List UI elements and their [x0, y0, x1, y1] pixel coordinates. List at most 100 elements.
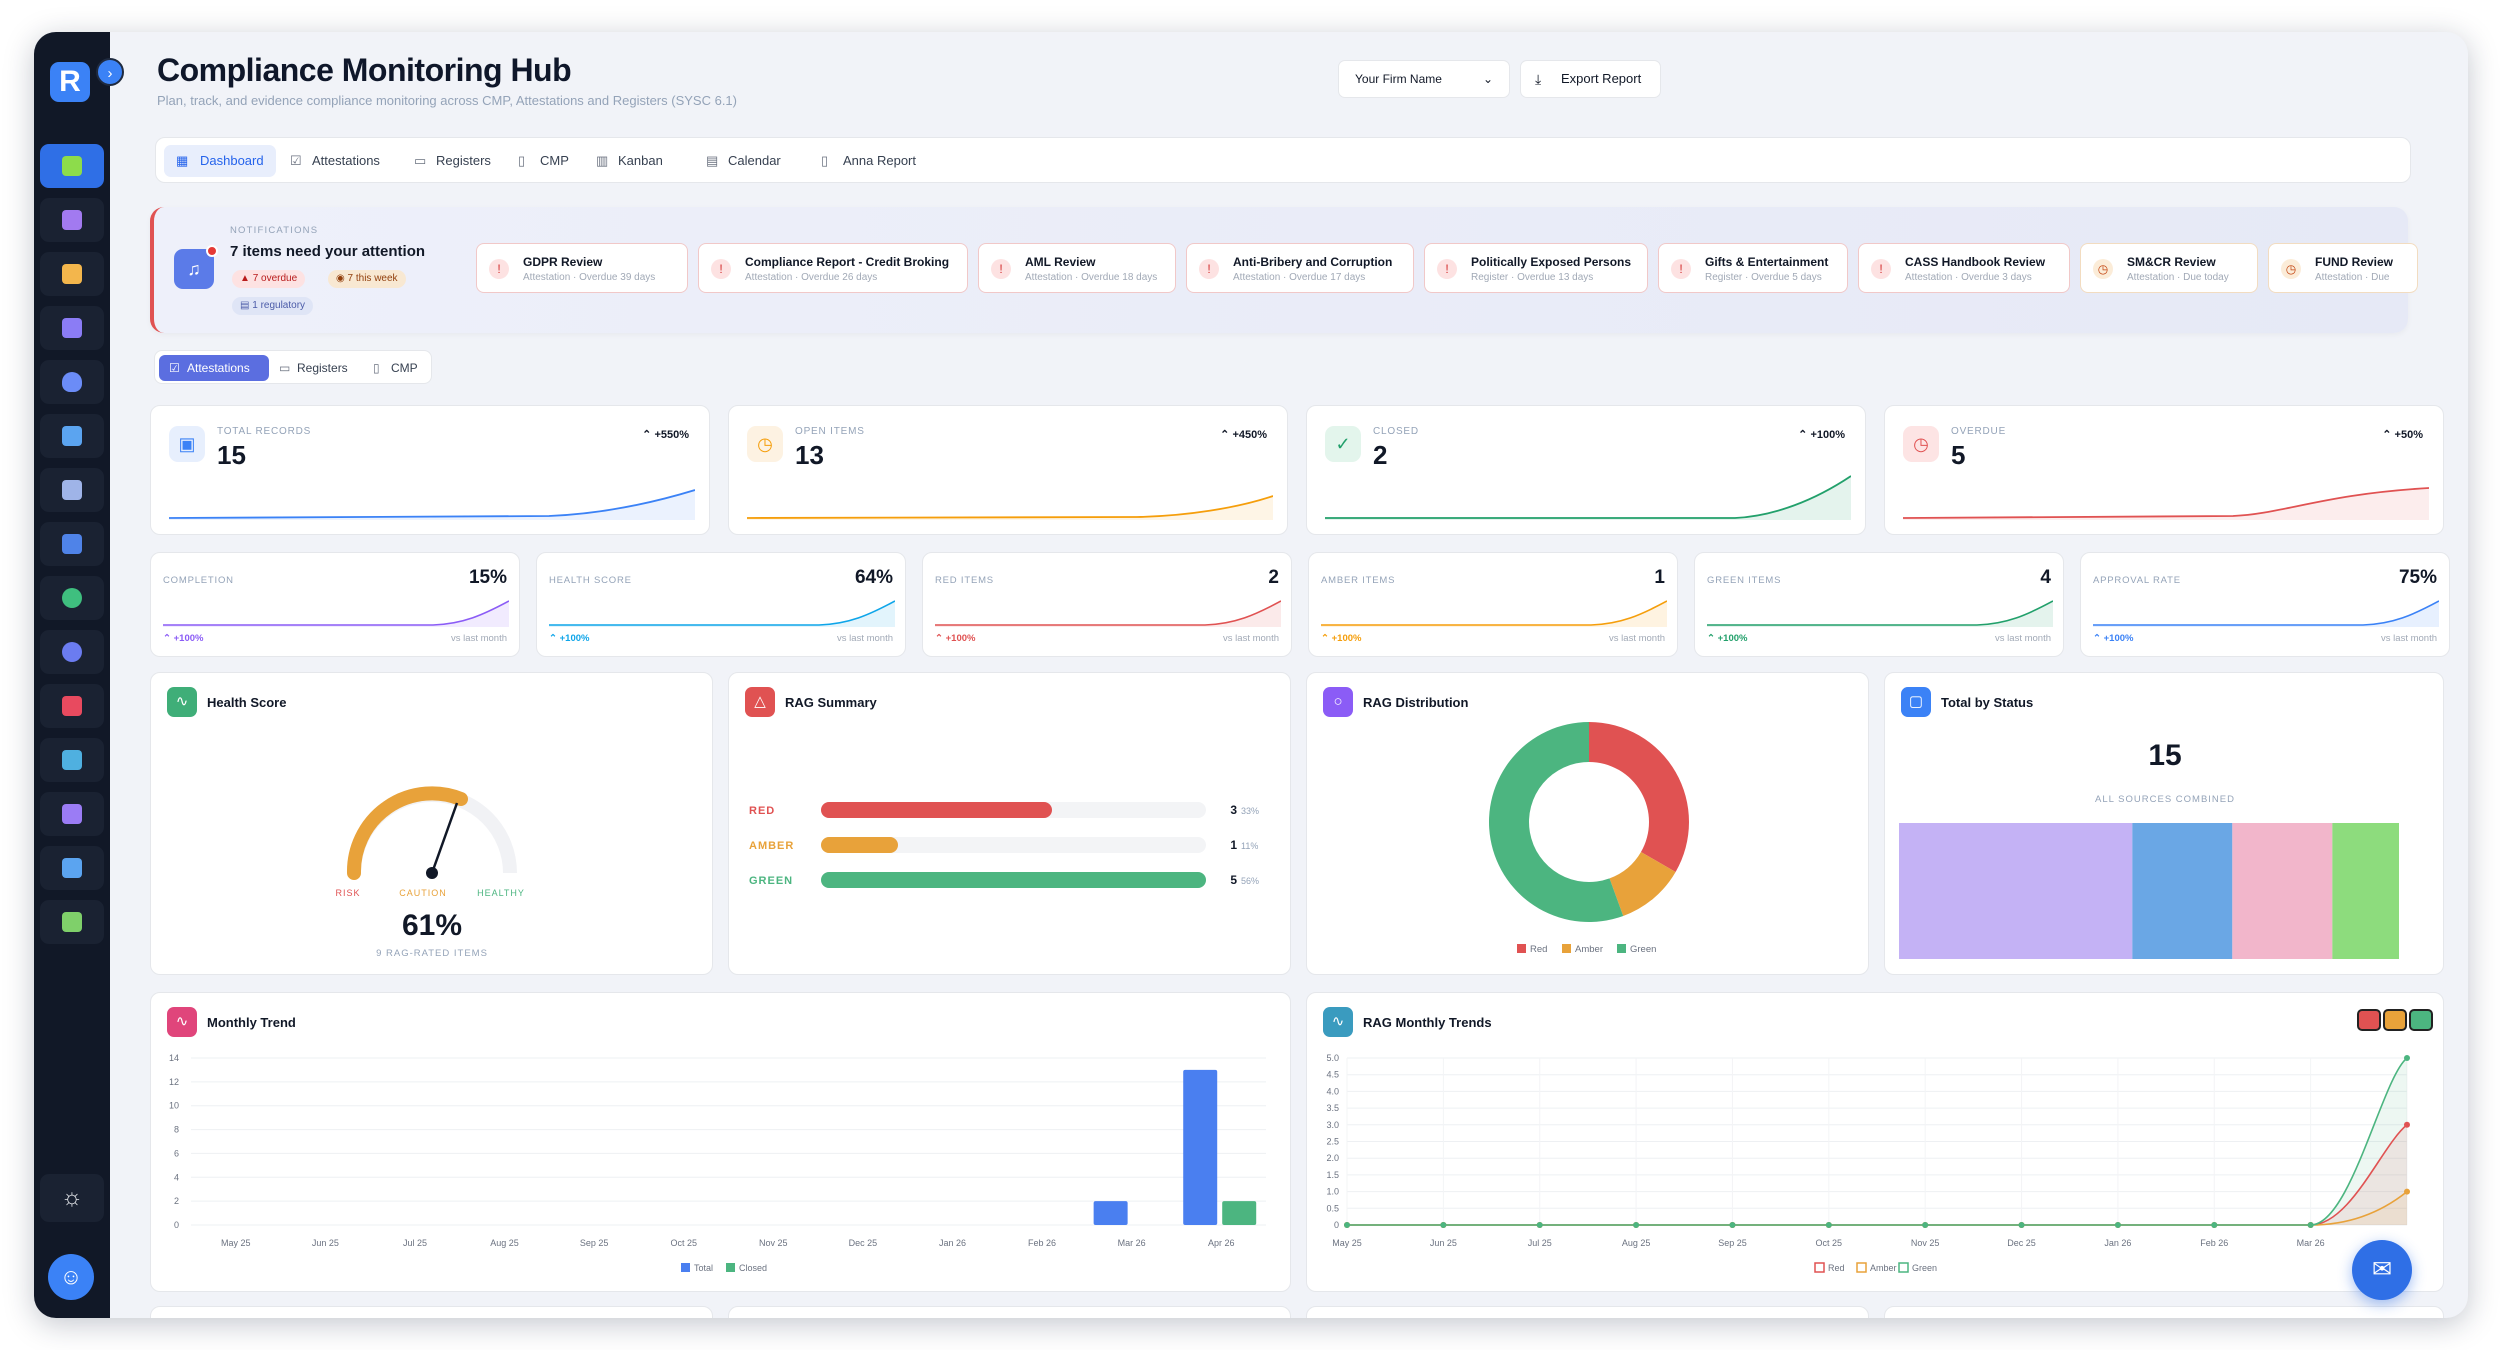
tab-anna-report[interactable]: ▯ Anna Report: [821, 145, 916, 177]
donut-slice[interactable]: [1589, 722, 1689, 872]
sidebar-item-documents[interactable]: [40, 198, 104, 242]
legend-label: Closed: [739, 1263, 767, 1273]
series-point[interactable]: [2404, 1121, 2410, 1128]
subtab-cmp[interactable]: ▯ CMP: [373, 355, 418, 381]
status-segment[interactable]: [1899, 823, 2133, 959]
sidebar-item-payments[interactable]: [40, 900, 104, 944]
x-tick-label: Sep 25: [580, 1238, 609, 1248]
sidebar-item-analytics[interactable]: [40, 414, 104, 458]
metric-value: 15%: [468, 567, 507, 588]
x-tick-label: Dec 25: [2007, 1238, 2036, 1248]
notification-card[interactable]: ! GDPR Review Attestation · Overdue 39 day…: [476, 243, 688, 293]
sidebar-item-monitoring[interactable]: [40, 630, 104, 674]
app-window: R › ☼ ☺ Compliance Monitoring Hub Plan, …: [34, 32, 2468, 1318]
notification-card[interactable]: ! AML Review Attestation · Overdue 18 days: [978, 243, 1176, 293]
status-segment[interactable]: [2232, 823, 2333, 959]
notification-card[interactable]: ! Anti-Bribery and Corruption Attestation …: [1186, 243, 1414, 293]
donut-slice[interactable]: [1489, 722, 1624, 922]
notification-card[interactable]: ◷ SM&CR Review Attestation · Due today: [2080, 243, 2258, 293]
sidebar-item-training[interactable]: [40, 522, 104, 566]
chart-icon: [62, 426, 82, 446]
green-filter-toggle[interactable]: [2409, 1009, 2433, 1031]
metric-card: GREEN ITEMS 4 ⌃ +100% vs last month: [1694, 552, 2064, 657]
app-logo[interactable]: R: [50, 62, 90, 102]
series-point[interactable]: [1440, 1222, 1447, 1228]
notification-card[interactable]: ! Compliance Report - Credit Broking Attes…: [698, 243, 968, 293]
sidebar-item-reports[interactable]: [40, 846, 104, 890]
firm-select[interactable]: Your Firm Name ⌄: [1338, 60, 1510, 98]
export-report-button[interactable]: ⤓ Export Report: [1520, 60, 1661, 98]
notification-title: Politically Exposed Persons: [1471, 255, 1632, 269]
red-filter-toggle[interactable]: [2357, 1009, 2381, 1031]
tab-dashboard[interactable]: ▦ Dashboard: [164, 145, 276, 177]
sidebar-item-firms[interactable]: [40, 252, 104, 296]
health-gauge: RISK CAUTION HEALTHY 61% 9 RAG-RATED ITE…: [335, 786, 524, 959]
chat-button[interactable]: ✉: [2352, 1240, 2412, 1300]
tab-calendar[interactable]: ▤ Calendar: [706, 145, 781, 177]
bell-icon[interactable]: ♫: [174, 245, 218, 289]
regulatory-badge[interactable]: ▤ 1 regulatory: [232, 297, 314, 315]
rag-row-count: 1: [1230, 838, 1237, 852]
notification-card[interactable]: ! Gifts & Entertainment Register · Overdue…: [1658, 243, 1848, 293]
card-title: Health Score: [207, 695, 287, 710]
series-point[interactable]: [2211, 1222, 2218, 1228]
chart-bar[interactable]: [1183, 1069, 1218, 1225]
sidebar-item-registers[interactable]: [40, 792, 104, 836]
sidebar-toggle-button[interactable]: ›: [96, 58, 124, 86]
status-segment[interactable]: [2132, 823, 2233, 959]
notifications-banner: ♫ NOTIFICATIONS 7 items need your attent…: [150, 207, 2418, 333]
series-point[interactable]: [1729, 1222, 1736, 1228]
tab-kanban[interactable]: ▥ Kanban: [596, 145, 663, 177]
sidebar-item-policies[interactable]: [40, 360, 104, 404]
metric-vs: vs last month: [1609, 633, 1665, 644]
kpi-change-value: +550%: [654, 429, 689, 441]
tab-attestations[interactable]: ☑ Attestations: [290, 145, 380, 177]
user-avatar[interactable]: ☺: [48, 1254, 94, 1300]
series-point[interactable]: [2114, 1222, 2121, 1228]
sidebar-item-search[interactable]: [40, 684, 104, 728]
theme-toggle-button[interactable]: ☼: [40, 1174, 104, 1222]
series-point[interactable]: [1825, 1222, 1832, 1228]
sidebar-item-news[interactable]: [40, 468, 104, 512]
series-point[interactable]: [2307, 1222, 2314, 1228]
this-week-badge[interactable]: ◉ 7 this week: [328, 270, 406, 288]
subtab-registers[interactable]: ▭ Registers: [279, 355, 348, 381]
y-tick-label: 6: [174, 1148, 179, 1158]
metric-vs: vs last month: [837, 633, 893, 644]
rag-row-label: RED: [749, 805, 775, 817]
amber-filter-toggle[interactable]: [2383, 1009, 2407, 1031]
status-segment[interactable]: [2332, 823, 2399, 959]
series-point[interactable]: [2018, 1222, 2025, 1228]
sidebar-item-security[interactable]: [40, 738, 104, 782]
subtab-attestations[interactable]: ☑ Attestations: [159, 355, 269, 381]
tab-cmp[interactable]: ▯ CMP: [518, 145, 569, 177]
x-tick-label: Dec 25: [849, 1238, 878, 1248]
chart-bar[interactable]: [1093, 1201, 1128, 1225]
notification-card[interactable]: ◷ FUND Review Attestation · Due: [2268, 243, 2418, 293]
notification-card[interactable]: ! CASS Handbook Review Attestation · Overd…: [1858, 243, 2070, 293]
series-point[interactable]: [1344, 1222, 1350, 1228]
sidebar-item-people[interactable]: [40, 306, 104, 350]
series-point[interactable]: [1922, 1222, 1929, 1228]
series-point[interactable]: [1536, 1222, 1543, 1228]
donut-slice[interactable]: [1609, 852, 1676, 916]
rag-distribution-card: ○ RAG Distribution Red Amber Green: [1306, 672, 1869, 975]
legend-label: Amber: [1870, 1263, 1897, 1273]
sidebar-item-compliance[interactable]: [40, 144, 104, 188]
sidebar-item-conduct[interactable]: [40, 576, 104, 620]
notification-card[interactable]: ! Politically Exposed Persons Register · O…: [1424, 243, 1648, 293]
series-point[interactable]: [2404, 1188, 2410, 1195]
series-point[interactable]: [1633, 1222, 1640, 1228]
overdue-badge[interactable]: ▲ 7 overdue: [232, 270, 306, 288]
y-tick-label: 3.5: [1326, 1103, 1339, 1113]
y-tick-label: 1.5: [1326, 1170, 1339, 1180]
chart-bar[interactable]: [1222, 1201, 1257, 1225]
rag-row-pct: 11%: [1241, 841, 1258, 851]
x-tick-label: Jul 25: [403, 1238, 427, 1248]
tab-registers[interactable]: ▭ Registers: [414, 145, 491, 177]
series-point[interactable]: [2404, 1055, 2410, 1061]
metric-card: AMBER ITEMS 1 ⌃ +100% vs last month: [1308, 552, 1678, 657]
x-tick-label: Sep 25: [1718, 1238, 1747, 1248]
kanban-icon: ▥: [596, 153, 609, 168]
metric-value: 2: [1268, 567, 1279, 588]
